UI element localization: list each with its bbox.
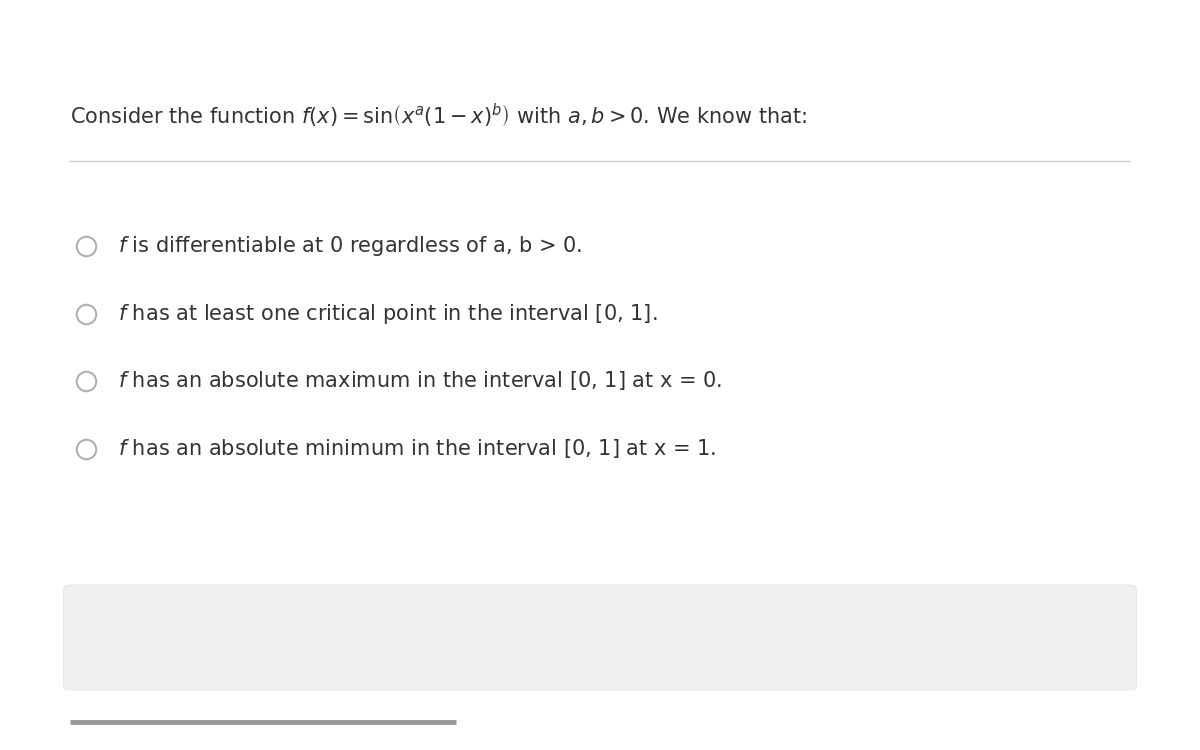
- Text: $f$ has at least one critical point in the interval [0, 1].: $f$ has at least one critical point in t…: [118, 302, 658, 326]
- Text: $f$ has an absolute minimum in the interval [0, 1] at x = 1.: $f$ has an absolute minimum in the inter…: [118, 437, 715, 460]
- Text: $f$ has an absolute maximum in the interval [0, 1] at x = 0.: $f$ has an absolute maximum in the inter…: [118, 370, 722, 392]
- Text: $f$ is differentiable at 0 regardless of a, b > 0.: $f$ is differentiable at 0 regardless of…: [118, 234, 582, 258]
- FancyBboxPatch shape: [64, 585, 1136, 690]
- Text: Consider the function $f(x) = \sin\!\left(x^a(1 - x)^b\right)$ with $a, b > 0$. : Consider the function $f(x) = \sin\!\lef…: [70, 102, 806, 130]
